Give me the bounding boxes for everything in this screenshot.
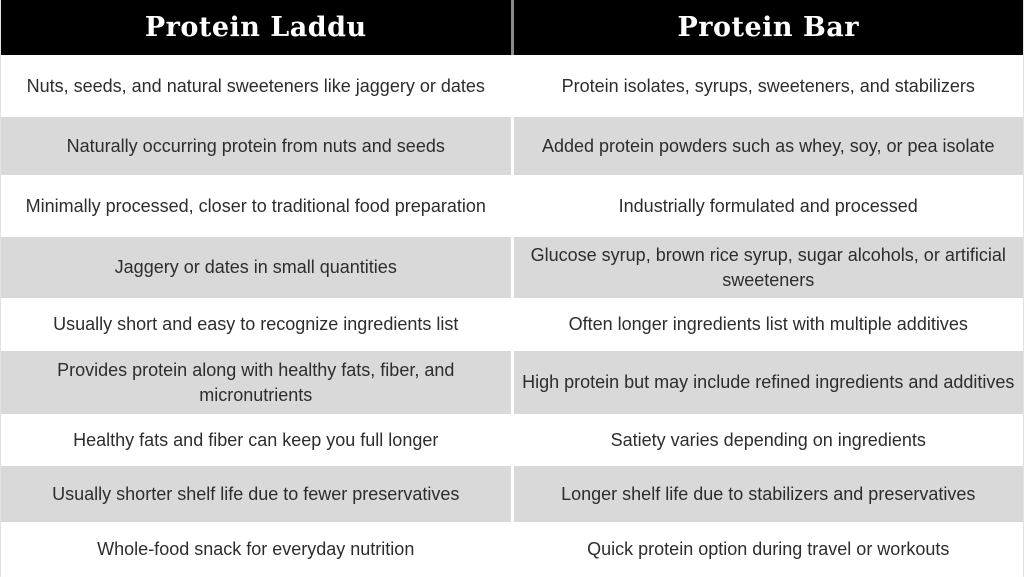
cell-laddu: Healthy fats and fiber can keep you full… bbox=[1, 414, 511, 466]
column-header-protein-bar: Protein Bar bbox=[513, 0, 1023, 55]
cell-laddu: Nuts, seeds, and natural sweeteners like… bbox=[1, 55, 511, 117]
cell-bar: Satiety varies depending on ingredients bbox=[513, 414, 1023, 466]
table-row: Healthy fats and fiber can keep you full… bbox=[1, 414, 1023, 466]
table-row: Jaggery or dates in small quantities Glu… bbox=[1, 237, 1023, 298]
cell-laddu: Provides protein along with healthy fats… bbox=[1, 351, 511, 414]
cell-bar: Glucose syrup, brown rice syrup, sugar a… bbox=[513, 237, 1023, 298]
cell-bar: Longer shelf life due to stabilizers and… bbox=[513, 466, 1023, 522]
cell-laddu: Jaggery or dates in small quantities bbox=[1, 237, 511, 298]
table-row: Whole-food snack for everyday nutrition … bbox=[1, 522, 1023, 577]
cell-bar: Protein isolates, syrups, sweeteners, an… bbox=[513, 55, 1023, 117]
table-row: Nuts, seeds, and natural sweeteners like… bbox=[1, 55, 1023, 117]
table-row: Provides protein along with healthy fats… bbox=[1, 351, 1023, 414]
cell-bar: Added protein powders such as whey, soy,… bbox=[513, 117, 1023, 175]
cell-bar: High protein but may include refined ing… bbox=[513, 351, 1023, 414]
table-row: Minimally processed, closer to tradition… bbox=[1, 175, 1023, 237]
cell-laddu: Minimally processed, closer to tradition… bbox=[1, 175, 511, 237]
column-header-protein-laddu: Protein Laddu bbox=[1, 0, 511, 55]
cell-bar: Industrially formulated and processed bbox=[513, 175, 1023, 237]
table-row: Usually shorter shelf life due to fewer … bbox=[1, 466, 1023, 522]
cell-bar: Often longer ingredients list with multi… bbox=[513, 298, 1023, 351]
cell-laddu: Usually short and easy to recognize ingr… bbox=[1, 298, 511, 351]
cell-laddu: Whole-food snack for everyday nutrition bbox=[1, 522, 511, 577]
cell-bar: Quick protein option during travel or wo… bbox=[513, 522, 1023, 577]
cell-laddu: Usually shorter shelf life due to fewer … bbox=[1, 466, 511, 522]
table-row: Naturally occurring protein from nuts an… bbox=[1, 117, 1023, 175]
table-row: Usually short and easy to recognize ingr… bbox=[1, 298, 1023, 351]
table-header-row: Protein Laddu Protein Bar bbox=[1, 0, 1023, 55]
cell-laddu: Naturally occurring protein from nuts an… bbox=[1, 117, 511, 175]
